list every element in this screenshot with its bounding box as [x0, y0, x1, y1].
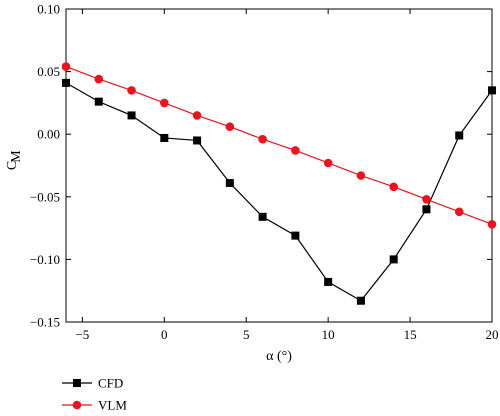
series-line-vlm: [65, 66, 493, 225]
point-cfd-6: [258, 212, 267, 221]
x-tick-label-1: 0: [161, 327, 168, 342]
point-vlm-10: [389, 182, 398, 192]
y-axis-title-main: C: [5, 161, 20, 170]
point-cfd-13: [488, 86, 496, 95]
point-cfd-1: [94, 97, 103, 106]
point-cfd-10: [389, 255, 398, 264]
point-vlm-2: [127, 86, 136, 95]
y-tick-label-2: 0.00: [37, 127, 60, 142]
point-vlm-3: [160, 98, 169, 108]
point-cfd-7: [291, 231, 300, 240]
point-vlm-12: [454, 207, 464, 217]
point-cfd-3: [160, 133, 169, 142]
y-axis-title: CM: [5, 150, 24, 170]
point-vlm-13: [487, 220, 497, 229]
y-tick-label-5: −0.15: [30, 315, 60, 330]
point-vlm-0: [61, 62, 71, 71]
legend-label-vlm: VLM: [98, 398, 127, 413]
y-axis-title-sub: M: [9, 150, 24, 163]
legend-marker-cfd: [73, 379, 81, 387]
legend-label-cfd: CFD: [98, 376, 123, 391]
point-vlm-9: [356, 171, 366, 180]
point-cfd-11: [422, 205, 431, 214]
point-vlm-4: [192, 111, 202, 120]
point-vlm-8: [323, 158, 333, 168]
point-vlm-1: [94, 74, 104, 84]
y-tick-label-4: −0.10: [30, 252, 60, 267]
legend-marker-vlm: [72, 400, 82, 410]
point-vlm-5: [225, 122, 235, 131]
point-vlm-6: [258, 134, 267, 144]
point-vlm-7: [291, 146, 300, 155]
point-cfd-4: [193, 136, 202, 145]
y-tick-label-1: 0.05: [37, 64, 60, 79]
x-tick-label-3: 10: [322, 327, 335, 342]
point-cfd-5: [225, 179, 234, 188]
point-cfd-2: [127, 111, 136, 120]
point-cfd-9: [356, 296, 365, 305]
plot-frame: [65, 8, 493, 323]
point-cfd-8: [324, 277, 333, 286]
x-axis-title: α (°): [266, 349, 292, 364]
point-cfd-0: [62, 78, 70, 87]
x-tick-label-5: 20: [486, 327, 499, 342]
y-tick-label-0: 0.10: [37, 2, 60, 17]
x-tick-label-4: 15: [404, 327, 417, 342]
series-line-cfd: [65, 82, 493, 302]
point-vlm-11: [422, 195, 431, 204]
x-tick-label-2: 5: [243, 327, 250, 342]
y-tick-label-3: −0.05: [30, 189, 60, 204]
point-cfd-12: [455, 131, 464, 140]
x-tick-label-0: −5: [75, 327, 89, 342]
